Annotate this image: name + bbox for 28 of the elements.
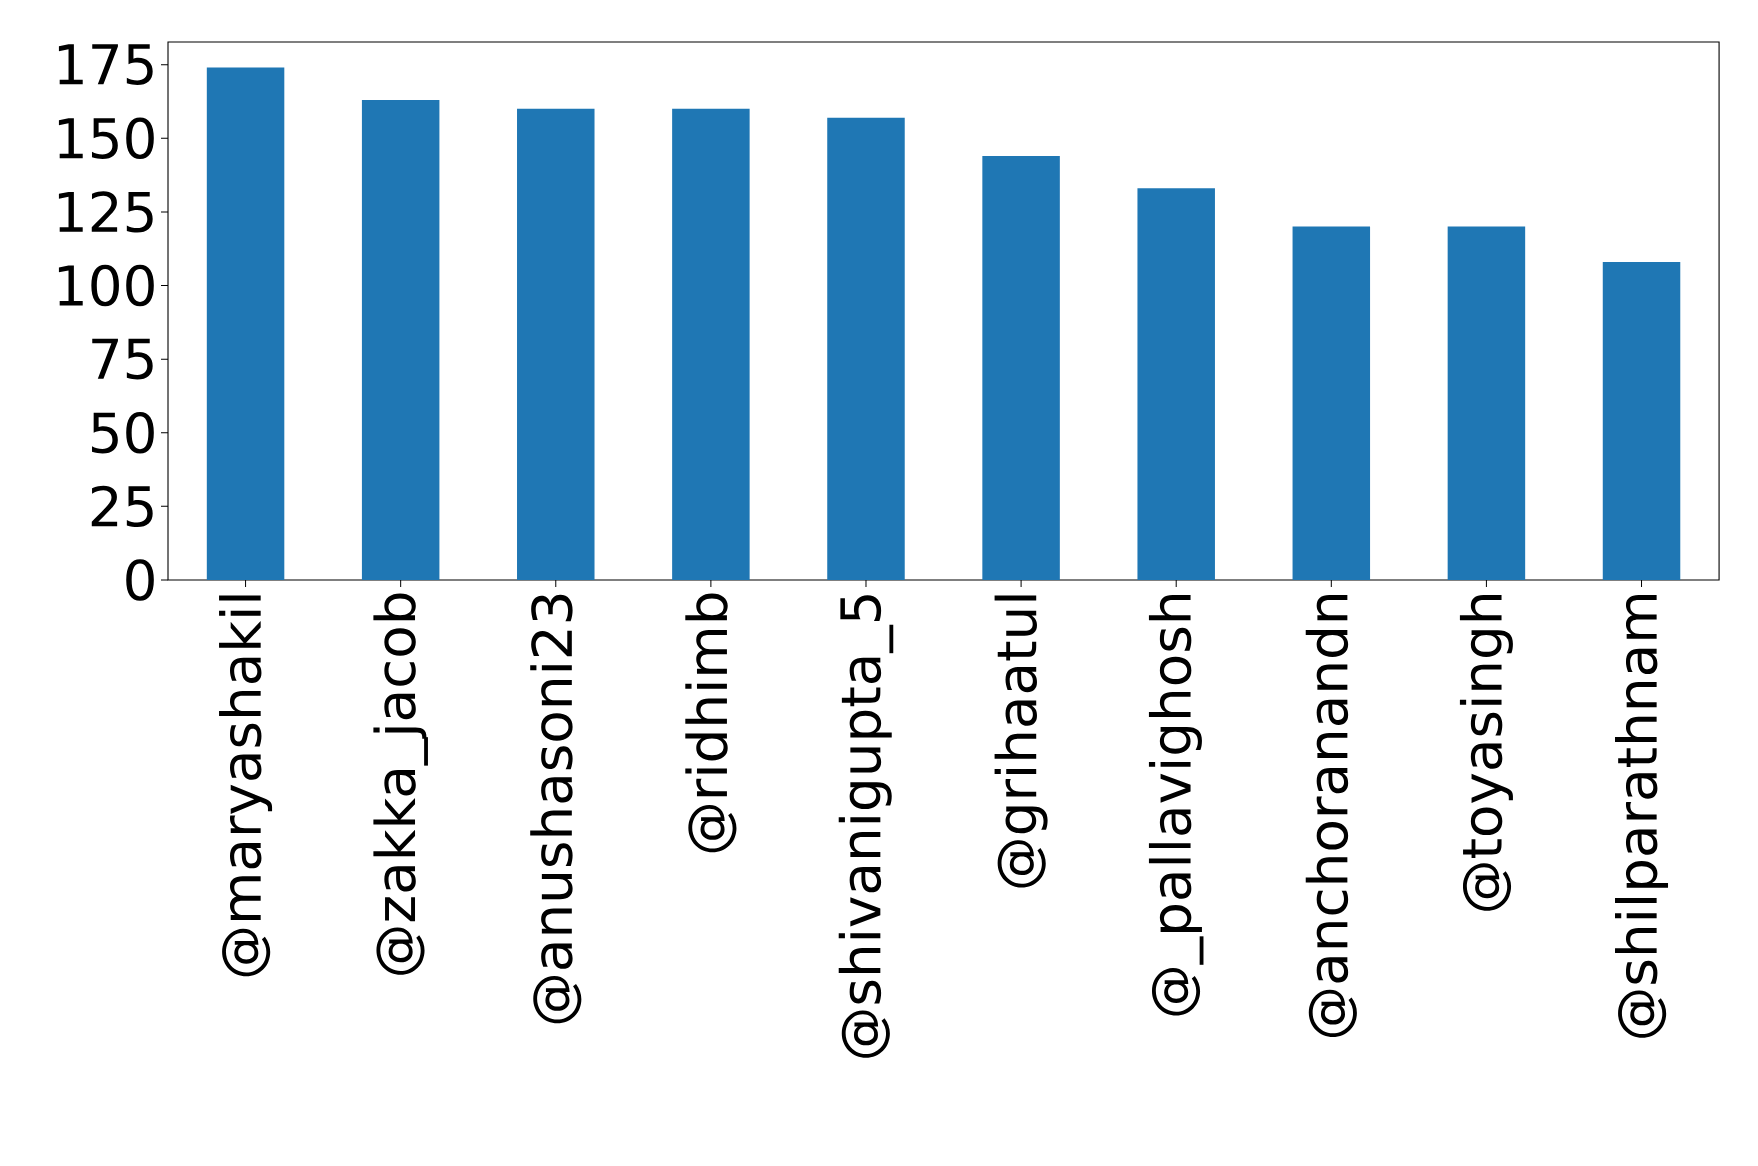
y-tick-label: 175 [58, 44, 153, 86]
x-tick-label: @_pallavighosh [1148, 595, 1204, 1016]
x-tick-label: @anushasoni23 [530, 594, 582, 1024]
x-tick-label: @maryashakil [219, 595, 273, 977]
x-tick-label: @anchoranandn [1305, 595, 1357, 1038]
y-tick-label: 125 [58, 191, 153, 233]
bar [517, 108, 595, 580]
y-tick-label: 150 [58, 117, 154, 159]
bar [1292, 226, 1371, 580]
y-tick-label: 100 [58, 264, 154, 307]
x-tick-label: @zakka_jacob [373, 593, 428, 975]
bar [672, 108, 750, 580]
y-tick-label: 50 [91, 412, 154, 454]
x-tick-label: @ridhimb [685, 593, 737, 853]
x-tick-label: @shivanigupta_5 [838, 595, 894, 1058]
bar [827, 117, 905, 580]
x-tick-label: @shilparathnam [1615, 595, 1669, 1038]
y-tick-label: 0 [126, 559, 154, 601]
x-tick-label: @grihaatul [994, 595, 1048, 888]
bar [361, 99, 440, 580]
x-tick-label: @toyasingh [1459, 595, 1513, 911]
bar [1602, 261, 1681, 580]
bar [206, 67, 285, 580]
y-tick-label: 25 [91, 485, 153, 528]
bar [1137, 188, 1215, 580]
bar [982, 155, 1060, 580]
bar [1447, 226, 1526, 580]
y-tick-label: 75 [92, 338, 153, 380]
